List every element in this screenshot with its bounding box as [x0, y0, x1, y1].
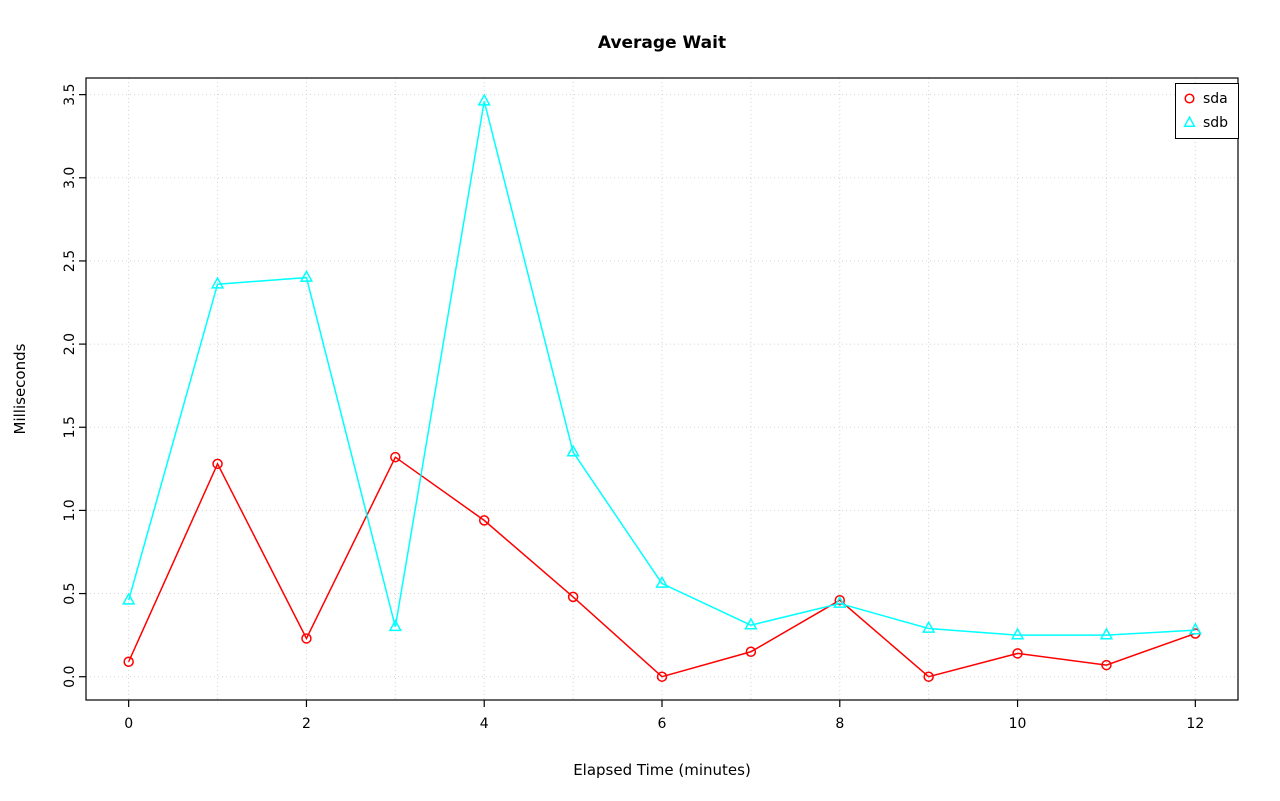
svg-text:0.0: 0.0	[62, 666, 78, 688]
gridlines	[86, 78, 1238, 700]
svg-text:0: 0	[124, 716, 133, 732]
svg-text:10: 10	[1009, 716, 1027, 732]
svg-text:12: 12	[1186, 716, 1204, 732]
svg-text:2.5: 2.5	[62, 250, 78, 272]
svg-text:6: 6	[658, 716, 667, 732]
y-axis-label: Milliseconds	[11, 343, 29, 435]
series-sdb	[121, 93, 1202, 640]
svg-text:3.5: 3.5	[62, 83, 78, 105]
sdb-triangle-marker-icon	[1183, 115, 1196, 127]
svg-text:0.5: 0.5	[62, 582, 78, 604]
sda-circle-marker-icon	[1184, 93, 1195, 104]
svg-text:2: 2	[302, 716, 311, 732]
x-axis-label: Elapsed Time (minutes)	[573, 761, 751, 779]
legend-item-sdb: sdb	[1182, 111, 1228, 134]
svg-text:2.0: 2.0	[62, 333, 78, 355]
svg-text:1.5: 1.5	[62, 416, 78, 438]
legend-label-sda: sda	[1203, 90, 1228, 107]
svg-text:8: 8	[835, 716, 844, 732]
svg-text:1.0: 1.0	[62, 499, 78, 521]
axis-tick-labels: 0 2 4 6 8 10 12 0.0 0.5 1.0 1.5 2.0 2.5 3.0 3.5	[62, 83, 1204, 732]
svg-text:4: 4	[480, 716, 489, 732]
svg-text:3.0: 3.0	[62, 167, 78, 189]
legend: sda sdb	[1175, 83, 1240, 139]
chart-title: Average Wait	[597, 33, 727, 53]
legend-label-sdb: sdb	[1203, 114, 1229, 131]
axis-ticks	[79, 94, 1196, 707]
legend-item-sda: sda	[1182, 87, 1228, 110]
